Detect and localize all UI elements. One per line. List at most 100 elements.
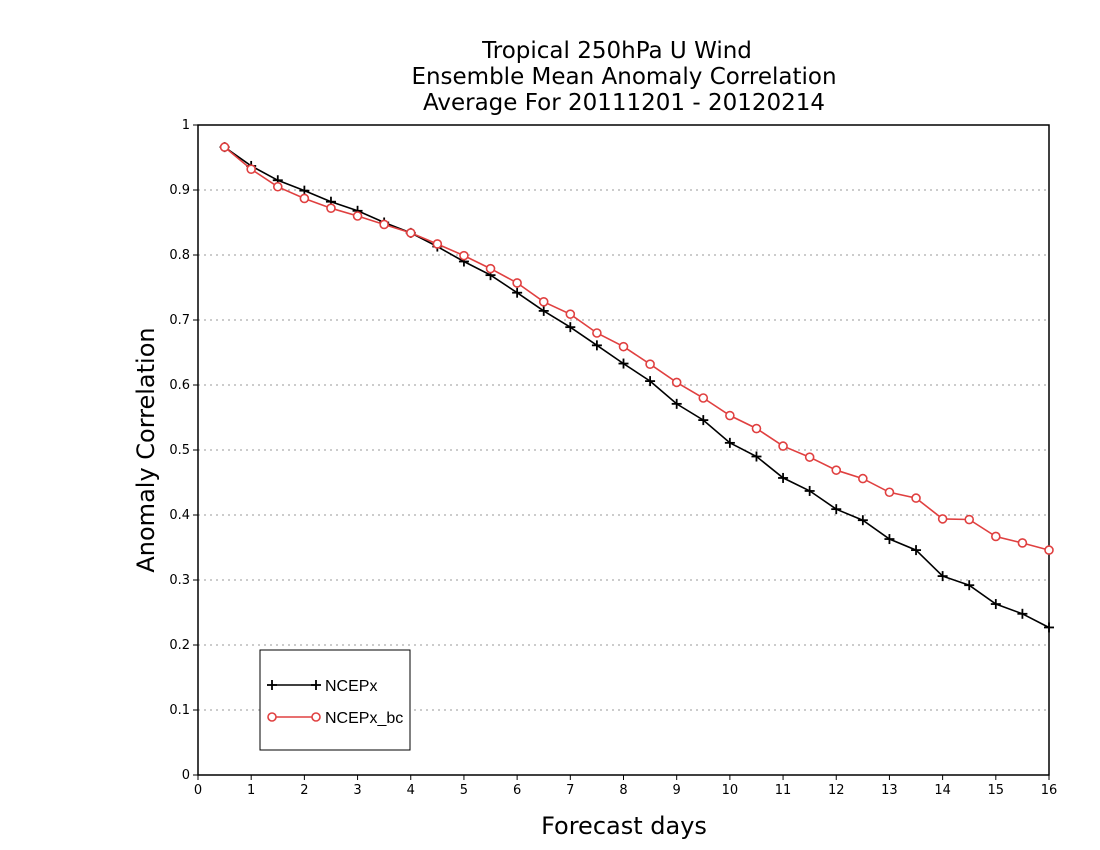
data-point-ncepx — [937, 571, 948, 582]
data-point-ncepx — [751, 451, 762, 462]
data-point-ncepx — [804, 485, 815, 496]
data-point-ncepx — [538, 305, 549, 316]
x-tick-label: 4 — [407, 783, 415, 798]
data-point-ncepx — [698, 415, 709, 426]
legend-marker — [267, 712, 277, 722]
data-point-ncepx-bc — [911, 493, 921, 503]
data-point-ncepx-bc — [246, 164, 256, 174]
data-point-ncepx — [857, 515, 868, 526]
x-tick-label: 7 — [566, 783, 574, 798]
data-point-ncepx — [618, 358, 629, 369]
data-point-ncepx-bc — [512, 278, 522, 288]
y-tick-label: 0.5 — [169, 443, 190, 458]
data-point-ncepx-bc — [219, 142, 230, 152]
data-point-ncepx — [671, 398, 682, 409]
data-point-ncepx-bc — [565, 309, 576, 319]
data-point-ncepx-bc — [618, 341, 629, 352]
data-point-ncepx-bc — [751, 423, 762, 434]
data-point-ncepx-bc — [884, 487, 895, 498]
x-tick-label: 15 — [988, 783, 1005, 798]
y-axis-label: Anomaly Correlation — [132, 327, 160, 572]
data-point-ncepx — [1017, 608, 1028, 619]
chart-title-line-3: Average For 20111201 - 20120214 — [423, 90, 825, 116]
y-tick-label: 0.6 — [169, 378, 190, 393]
series-line-ncepx — [224, 146, 1050, 629]
x-tick-label: 12 — [828, 783, 845, 798]
x-tick-label: 0 — [194, 783, 202, 798]
data-point-ncepx-bc — [272, 181, 283, 192]
y-tick-label: 0.3 — [169, 573, 190, 588]
data-point-ncepx-bc — [991, 531, 1001, 542]
x-tick-label: 11 — [775, 783, 792, 798]
legend-marker — [267, 680, 277, 690]
x-tick-label: 3 — [353, 783, 361, 798]
y-tick-label: 0.8 — [169, 248, 190, 263]
data-point-ncepx — [911, 545, 922, 556]
data-point-ncepx-bc — [858, 473, 868, 484]
x-tick-label: 13 — [881, 783, 898, 798]
data-point-ncepx-bc — [831, 465, 842, 475]
legend-label: NCEPx — [325, 678, 377, 695]
x-tick-label: 2 — [300, 783, 308, 798]
data-point-ncepx-bc — [645, 359, 655, 370]
x-tick-label: 5 — [460, 783, 468, 798]
y-tick-label: 0.4 — [169, 508, 190, 523]
data-point-ncepx — [591, 340, 602, 351]
y-tick-label: 0 — [182, 768, 190, 783]
x-tick-label: 10 — [722, 783, 739, 798]
x-tick-label: 16 — [1041, 783, 1058, 798]
chart-title-line-2: Ensemble Mean Anomaly Correlation — [411, 64, 836, 90]
y-tick-label: 0.1 — [169, 703, 190, 718]
data-point-ncepx-bc — [432, 239, 443, 249]
legend-marker — [311, 680, 321, 690]
data-point-ncepx-bc — [804, 452, 815, 462]
data-point-ncepx-bc — [379, 219, 389, 230]
data-point-ncepx — [645, 376, 656, 387]
data-point-ncepx-bc — [725, 410, 735, 421]
data-point-ncepx — [724, 437, 735, 448]
data-point-ncepx — [884, 534, 895, 545]
data-point-ncepx-bc — [964, 514, 975, 525]
data-point-ncepx — [990, 599, 1001, 610]
x-tick-label: 14 — [934, 783, 951, 798]
legend-label: NCEPx_bc — [325, 710, 403, 727]
data-point-ncepx — [565, 322, 576, 333]
x-axis-label: Forecast days — [541, 812, 707, 840]
series-ncepx — [219, 142, 1054, 633]
data-point-ncepx-bc — [1044, 545, 1054, 555]
data-point-ncepx-bc — [485, 263, 496, 274]
y-tick-label: 0.2 — [169, 638, 190, 653]
y-tick-label: 1 — [182, 118, 190, 133]
chart-title-line-1: Tropical 250hPa U Wind — [481, 38, 752, 64]
data-point-ncepx-bc — [1017, 538, 1028, 548]
data-point-ncepx-bc — [937, 514, 948, 524]
data-point-ncepx — [964, 580, 975, 591]
data-point-ncepx-bc — [698, 393, 709, 403]
data-point-ncepx-bc — [778, 441, 788, 451]
data-point-ncepx — [831, 504, 842, 515]
legend-box — [259, 649, 411, 751]
data-point-ncepx-bc — [326, 203, 336, 213]
x-tick-label: 6 — [513, 783, 521, 798]
data-point-ncepx-bc — [299, 193, 310, 204]
series-layer — [219, 142, 1054, 633]
data-point-ncepx — [778, 472, 789, 483]
data-point-ncepx — [1044, 622, 1054, 633]
legend-item-ncepx: NCEPx — [267, 678, 377, 695]
y-axis-ticks: 0 0.1 0.2 0.3 0.4 0.5 0.6 0.7 0.8 0.9 1 — [169, 118, 198, 783]
y-tick-label: 0.9 — [169, 183, 190, 198]
legend-items: NCEPx NCEPx_bc — [267, 678, 403, 727]
data-point-ncepx-bc — [538, 296, 549, 307]
chart-title: Tropical 250hPa U Wind Ensemble Mean Ano… — [411, 38, 836, 116]
x-tick-label: 1 — [247, 783, 255, 798]
data-point-ncepx-bc — [592, 328, 602, 338]
y-tick-label: 0.7 — [169, 313, 190, 328]
legend-item-ncepx-bc: NCEPx_bc — [267, 710, 403, 727]
data-point-ncepx-bc — [352, 211, 363, 221]
x-axis-ticks: 0 1 2 3 4 5 6 7 8 9 10 11 12 13 14 15 16 — [194, 775, 1057, 798]
data-point-ncepx-bc — [459, 250, 469, 261]
legend-marker — [311, 712, 321, 722]
legend: NCEPx NCEPx_bc — [259, 649, 411, 751]
gridlines — [198, 189, 1049, 711]
